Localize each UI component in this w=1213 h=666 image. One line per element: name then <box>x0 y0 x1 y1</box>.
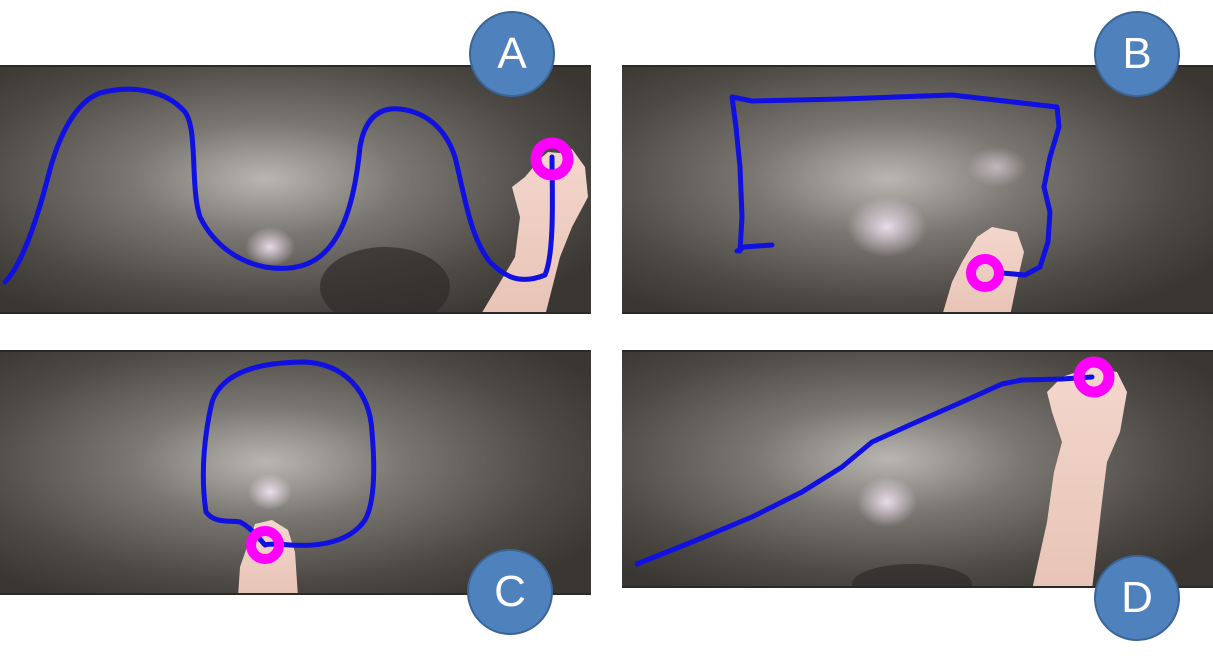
fingertip-marker <box>530 137 574 181</box>
label-badge-c: C <box>467 549 553 635</box>
light-glare <box>847 197 927 257</box>
shadow <box>852 564 972 586</box>
fingertip-marker <box>966 254 1004 292</box>
fingertip-marker <box>246 526 284 564</box>
label-badge-d: D <box>1094 555 1180 641</box>
light-glare <box>245 227 295 267</box>
line-trajectory <box>634 374 1095 567</box>
rectangle-trajectory <box>729 92 1062 278</box>
hand <box>943 227 1024 312</box>
light-glare <box>967 147 1027 187</box>
label-badge-b: B <box>1094 11 1180 97</box>
circle-trajectory <box>200 359 377 548</box>
video-frame-d <box>622 350 1213 588</box>
label-badge-a: A <box>469 11 555 97</box>
wave-trajectory <box>2 86 555 285</box>
metal-surface <box>622 67 1213 312</box>
metal-surface <box>0 67 591 312</box>
light-glare <box>857 477 917 527</box>
video-frame-a <box>0 65 591 314</box>
light-glare <box>248 474 292 510</box>
hand-arm <box>482 149 588 312</box>
fingertip-marker <box>1073 356 1115 398</box>
hand-arm <box>1032 367 1127 586</box>
video-frame-b <box>622 65 1213 314</box>
shadow <box>320 247 450 312</box>
